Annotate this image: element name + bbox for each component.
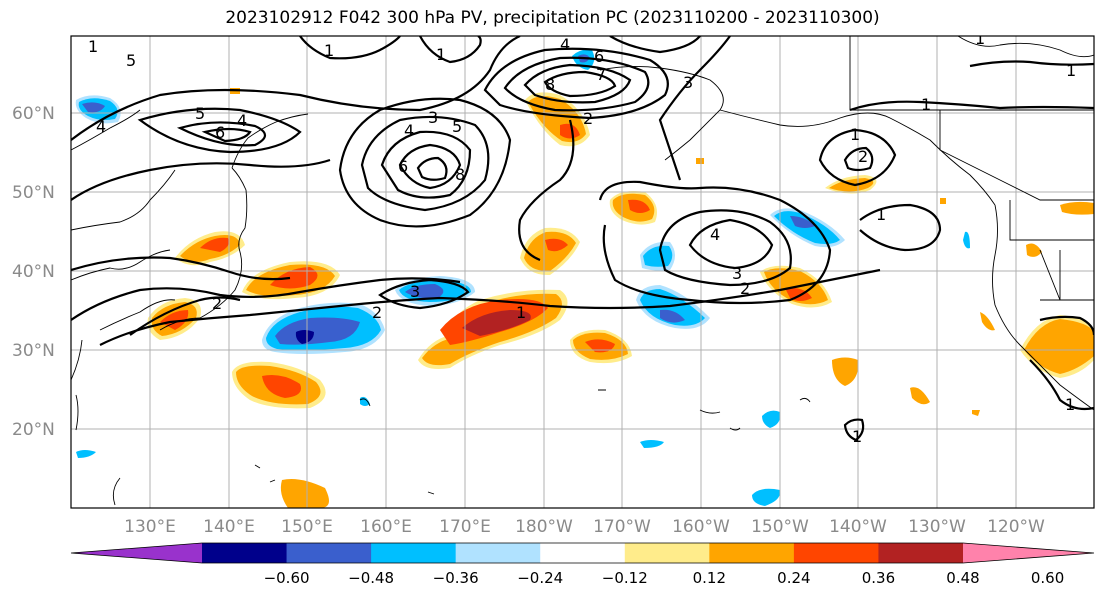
lon-label: 180°W: [515, 517, 573, 537]
colorbar-tick-label: −0.12: [602, 569, 648, 587]
contour-label: 8: [545, 75, 555, 94]
colorbar-tick-label: 0.60: [1031, 569, 1064, 587]
colorbar-segment: [455, 543, 541, 563]
lon-label: 130°W: [908, 517, 966, 537]
contour-label: 1: [876, 205, 886, 224]
colorbar-extend-low: [71, 543, 202, 563]
contour-label: 2: [740, 279, 750, 298]
colorbar-extend-high: [963, 543, 1094, 563]
colorbar-labels: −0.60 −0.48 −0.36 −0.24 −0.12 0.12 0.24 0.36 0.4…: [264, 569, 1065, 587]
colorbar-segment: [286, 543, 372, 563]
lon-label: 120°W: [987, 517, 1045, 537]
lat-label: 60°N: [12, 104, 55, 124]
plot-frame: [70, 35, 1095, 509]
contour-label: 2: [858, 147, 868, 166]
contour-label: 2: [212, 294, 222, 313]
pv-contours: [71, 36, 1094, 442]
colorbar-tick-label: −0.60: [264, 569, 310, 587]
lat-label: 30°N: [12, 341, 55, 361]
lon-label: 150°W: [751, 517, 809, 537]
contour-labels: 5 4 6 4 1 5 1 1 3 5 4 8 6 4 6 8 7 3 2 2 …: [88, 29, 1076, 446]
contour-label: 1: [850, 125, 860, 144]
lon-label: 140°E: [203, 517, 255, 537]
lon-label: 140°W: [829, 517, 887, 537]
contour-label: 3: [732, 264, 742, 283]
colorbar-tick-label: 0.12: [693, 569, 726, 587]
contour-label: 6: [594, 47, 604, 66]
colorbar-tick-label: −0.24: [517, 569, 563, 587]
lon-label: 160°E: [360, 517, 412, 537]
contour-label: 5: [195, 104, 205, 123]
contour-label: 4: [560, 35, 570, 54]
contour-label: 3: [683, 73, 693, 92]
colorbar-tick-label: 0.48: [946, 569, 979, 587]
lat-label: 50°N: [12, 183, 55, 203]
contour-label: 5: [126, 51, 136, 70]
contour-label: 3: [410, 282, 420, 301]
colorbar-tick-label: −0.48: [348, 569, 394, 587]
contour-label: 6: [398, 157, 408, 176]
contour-label: 6: [215, 123, 225, 142]
map-title: 2023102912 F042 300 hPa PV, precipitatio…: [225, 8, 880, 28]
lon-label: 170°W: [593, 517, 651, 537]
contour-label: 4: [237, 111, 247, 130]
contour-label: 3: [428, 108, 438, 127]
contour-label: 1: [975, 29, 985, 48]
contour-label: 2: [372, 303, 382, 322]
colorbar-segment: [540, 543, 626, 563]
latitude-labels: 60°N 50°N 40°N 30°N 20°N: [12, 104, 55, 440]
contour-label: 1: [516, 303, 526, 322]
plot-area: [71, 36, 1094, 508]
colorbar-outline: [70, 542, 1095, 564]
lon-label: 130°E: [124, 517, 176, 537]
colorbar-tick-label: 0.36: [862, 569, 895, 587]
contour-label: 1: [436, 45, 446, 64]
contour-label: 4: [96, 117, 106, 136]
colorbar-tick-label: 0.24: [777, 569, 810, 587]
lat-label: 20°N: [12, 420, 55, 440]
lat-label: 40°N: [12, 262, 55, 282]
lon-label: 150°E: [281, 517, 333, 537]
contour-label: 4: [404, 121, 414, 140]
contour-label: 2: [583, 109, 593, 128]
contour-label: 7: [596, 65, 606, 84]
contour-label: 1: [324, 41, 334, 60]
colorbar-segment: [878, 543, 964, 563]
colorbar-segment: [371, 543, 457, 563]
lon-label: 160°W: [672, 517, 730, 537]
colorbar-segment: [202, 543, 288, 563]
longitude-labels: 130°E 140°E 150°E 160°E 170°E 180°W 170°…: [124, 517, 1045, 537]
contour-label: 1: [1065, 395, 1075, 414]
contour-label: 1: [1066, 61, 1076, 80]
contour-label: 1: [921, 95, 931, 114]
contour-label: 5: [452, 117, 462, 136]
colorbar: [70, 542, 1095, 564]
contour-label: 8: [455, 165, 465, 184]
colorbar-segment: [793, 543, 879, 563]
contour-label: 4: [710, 225, 720, 244]
colorbar-segment: [624, 543, 710, 563]
contour-label: 1: [88, 37, 98, 56]
lon-label: 170°E: [439, 517, 491, 537]
colorbar-segment: [709, 543, 795, 563]
colorbar-tick-label: −0.36: [433, 569, 479, 587]
contour-label: 1: [852, 427, 862, 446]
